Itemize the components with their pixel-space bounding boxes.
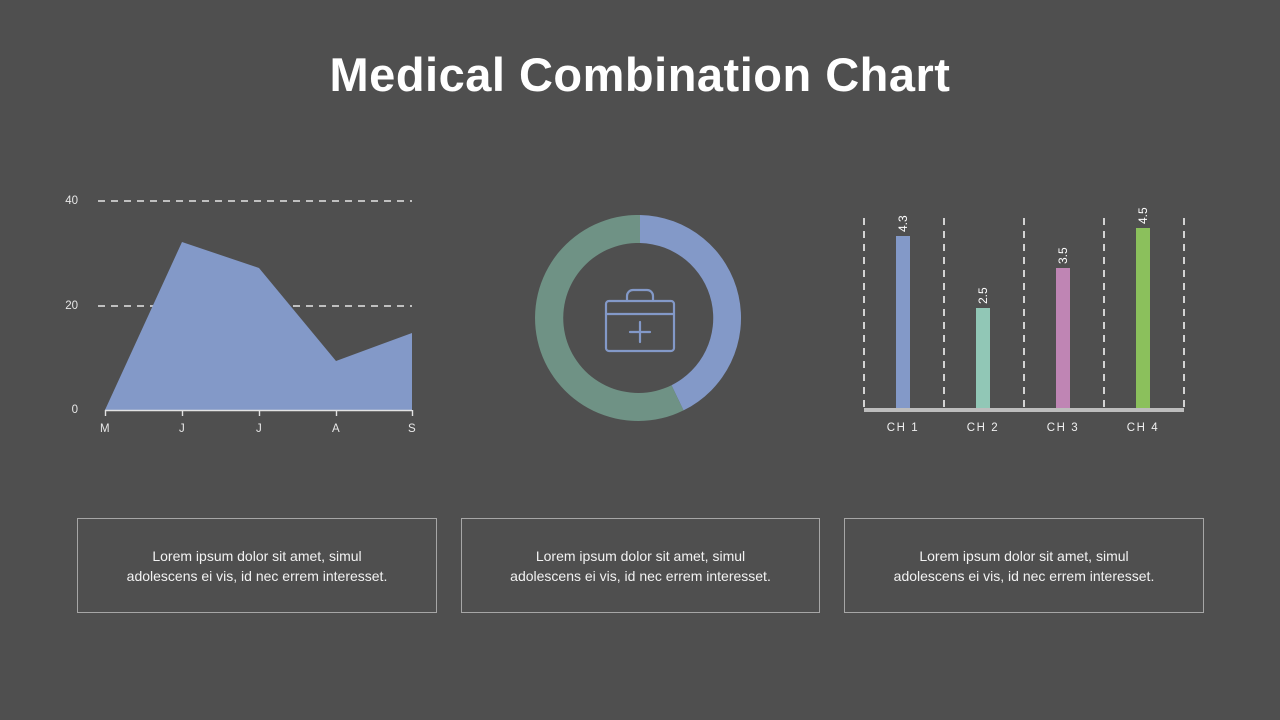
page-title: Medical Combination Chart: [329, 48, 951, 101]
area-chart: 40 20 0 M J J A S: [60, 180, 440, 445]
area-x-tick-label-2: J: [255, 423, 263, 435]
bar-category-label-ch2: CH 2: [966, 422, 1000, 434]
note-box: Lorem ipsum dolor sit amet, simul adoles…: [844, 518, 1204, 613]
donut-chart: [515, 193, 765, 443]
bar-category-label-ch3: CH 3: [1046, 422, 1080, 434]
bar-category-label-ch4: CH 4: [1126, 422, 1160, 434]
area-x-tick-label-3: A: [332, 423, 340, 435]
bar-ch3: [1056, 268, 1070, 408]
note-text: Lorem ipsum dolor sit amet, simul adoles…: [893, 547, 1155, 584]
note-box: Lorem ipsum dolor sit amet, simul adoles…: [77, 518, 437, 613]
bar-ch4: [1136, 228, 1150, 408]
note-text: Lorem ipsum dolor sit amet, simul adoles…: [510, 547, 771, 584]
area-y-tick-label-40: 40: [65, 195, 78, 207]
bar-value-label-ch3: 3.5: [1056, 247, 1070, 264]
donut-segment-1: [640, 215, 742, 411]
bar-chart: 4.3 2.5 3.5 4.5 CH 1 CH 2 CH 3 CH 4: [850, 200, 1200, 450]
bar-chart-plot: [863, 218, 1185, 412]
note-box: Lorem ipsum dolor sit amet, simul adoles…: [461, 518, 820, 613]
bar-value-label-ch1: 4.3: [896, 215, 910, 232]
area-y-tick-label-0: 0: [71, 404, 78, 416]
bar-category-label-ch1: CH 1: [886, 422, 920, 434]
note-text: Lorem ipsum dolor sit amet, simul adoles…: [126, 547, 388, 584]
area-x-tick-label-4: S: [408, 423, 416, 435]
medical-kit-icon: [604, 288, 676, 353]
bar-ch1: [896, 236, 910, 408]
area-chart-plot: [98, 200, 414, 416]
area-y-tick-label-20: 20: [65, 300, 78, 312]
area-series-1: [105, 242, 412, 410]
area-x-tick-label-1: J: [178, 423, 186, 435]
bar-value-label-ch4: 4.5: [1136, 207, 1150, 224]
donut-chart-plot: [535, 214, 742, 421]
bar-value-label-ch2: 2.5: [976, 287, 990, 304]
bar-ch2: [976, 308, 990, 408]
bar-baseline: [864, 408, 1184, 412]
donut-segment-2: [535, 214, 684, 421]
area-x-tick-label-0: M: [100, 423, 110, 435]
